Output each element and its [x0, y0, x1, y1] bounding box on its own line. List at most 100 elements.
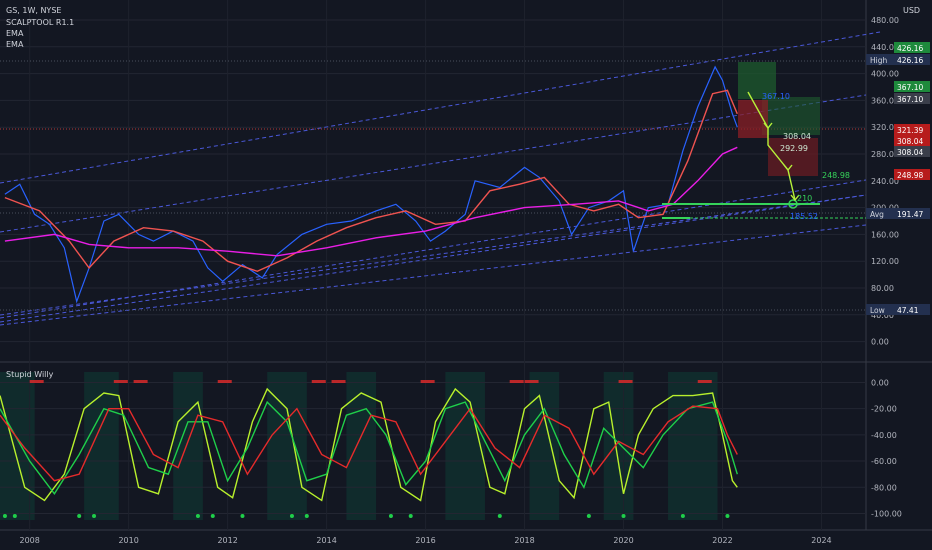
osc-dot-15 — [725, 514, 730, 518]
main-y-tick-8: 160.00 — [871, 230, 899, 239]
osc-marker-7 — [509, 380, 524, 383]
main-y-tick-11: 40.00 — [871, 311, 894, 320]
main-y-tick-9: 120.00 — [871, 257, 899, 266]
projection-arrow-2 — [790, 194, 800, 202]
annotation-2: 292.99 — [780, 144, 808, 153]
indicator-ema-1[interactable]: EMA — [6, 29, 24, 38]
price-label-8: 191.47 — [897, 210, 923, 219]
x-tick-6: 2020 — [613, 536, 633, 545]
price-label-box-8 — [894, 208, 930, 219]
currency-label[interactable]: USD — [903, 6, 921, 15]
main-y-tick-0: 480.00 — [871, 16, 899, 25]
osc-dot-10 — [408, 514, 413, 518]
osc-zone-3 — [267, 372, 307, 520]
osc-zone-6 — [529, 372, 560, 520]
osc-y-tick-4: -80.00 — [871, 483, 897, 492]
osc-marker-6 — [420, 380, 435, 383]
osc-dot-11 — [497, 514, 502, 518]
projection-arrow-0 — [763, 122, 773, 130]
osc-y-tick-1: -20.00 — [871, 405, 897, 414]
osc-marker-1 — [113, 380, 128, 383]
main-y-tick-4: 320.00 — [871, 123, 899, 132]
osc-dot-6 — [240, 514, 245, 518]
osc-dot-0 — [2, 514, 7, 518]
trend-line-4 — [0, 224, 867, 326]
main-y-tick-12: 0.00 — [871, 338, 889, 347]
series-ema_fast — [4, 89, 738, 273]
price-label-box-3 — [894, 93, 930, 104]
osc-series-fast — [0, 387, 738, 502]
x-tick-8: 2024 — [811, 536, 831, 545]
price-label-2: 367.10 — [897, 83, 923, 92]
x-tick-5: 2018 — [514, 536, 534, 545]
osc-zone-5 — [445, 372, 485, 520]
series-price — [4, 65, 738, 304]
annotation-5: 185.52 — [790, 212, 818, 221]
x-tick-1: 2010 — [118, 536, 138, 545]
osc-zone-2 — [173, 372, 203, 520]
osc-marker-8 — [524, 380, 539, 383]
price-label-7: 248.98 — [897, 171, 923, 180]
osc-zone-0 — [0, 372, 35, 520]
osc-dot-12 — [586, 514, 591, 518]
osc-dot-8 — [304, 514, 309, 518]
osc-dot-7 — [289, 514, 294, 518]
target-box-2 — [762, 97, 820, 135]
price-tag-1: High — [870, 56, 887, 65]
price-tag-box-9 — [866, 304, 894, 315]
osc-marker-9 — [618, 380, 633, 383]
series-ema_slow — [4, 146, 738, 257]
price-label-box-9 — [894, 304, 930, 315]
x-tick-0: 2008 — [20, 536, 40, 545]
osc-zone-7 — [603, 372, 634, 520]
price-label-6: 308.04 — [897, 148, 923, 157]
trend-line-3 — [0, 194, 867, 323]
osc-y-tick-0: 0.00 — [871, 378, 889, 387]
price-label-9: 47.41 — [897, 306, 919, 315]
price-label-5: 308.04 — [897, 137, 923, 146]
price-label-box-6 — [894, 146, 930, 157]
price-tag-box-8 — [866, 208, 894, 219]
osc-dot-5 — [210, 514, 215, 518]
target-box-1 — [738, 62, 776, 99]
osc-dot-3 — [92, 514, 97, 518]
symbol-title[interactable]: GS, 1W, NYSE — [6, 6, 62, 15]
osc-y-tick-3: -60.00 — [871, 457, 897, 466]
trend-line-0 — [0, 31, 881, 184]
main-y-tick-5: 280.00 — [871, 150, 899, 159]
osc-dot-2 — [77, 514, 82, 518]
trend-line-1 — [0, 94, 867, 233]
price-tag-box-1 — [866, 54, 894, 65]
osc-zone-4 — [346, 372, 377, 520]
osc-dot-4 — [195, 514, 200, 518]
price-label-3: 367.10 — [897, 95, 923, 104]
price-label-box-1 — [894, 54, 930, 65]
x-tick-3: 2014 — [316, 536, 336, 545]
x-tick-7: 2022 — [712, 536, 732, 545]
indicator-scalptool[interactable]: SCALPTOOL R1.1 — [6, 18, 75, 27]
osc-marker-0 — [29, 380, 44, 383]
main-y-tick-10: 80.00 — [871, 284, 894, 293]
osc-marker-4 — [311, 380, 326, 383]
indicator-ema-2[interactable]: EMA — [6, 40, 24, 49]
osc-series-slow — [0, 400, 738, 496]
osc-marker-2 — [133, 380, 148, 383]
osc-marker-5 — [331, 380, 346, 383]
osc-zone-8 — [668, 372, 718, 520]
sub-indicator-title[interactable]: Stupid Willy — [6, 370, 54, 379]
annotation-4: 210 — [797, 194, 812, 203]
price-label-box-5 — [894, 135, 930, 146]
annotation-0: 367.10 — [762, 92, 790, 101]
x-tick-2: 2012 — [217, 536, 237, 545]
osc-marker-10 — [697, 380, 712, 383]
main-y-tick-2: 400.00 — [871, 70, 899, 79]
x-tick-4: 2016 — [415, 536, 435, 545]
osc-dot-1 — [12, 514, 17, 518]
price-label-4: 321.39 — [897, 126, 923, 135]
osc-dot-14 — [680, 514, 685, 518]
osc-series-red — [0, 405, 738, 482]
price-label-box-0 — [894, 42, 930, 53]
main-y-tick-1: 440.00 — [871, 43, 899, 52]
price-label-box-2 — [894, 81, 930, 92]
